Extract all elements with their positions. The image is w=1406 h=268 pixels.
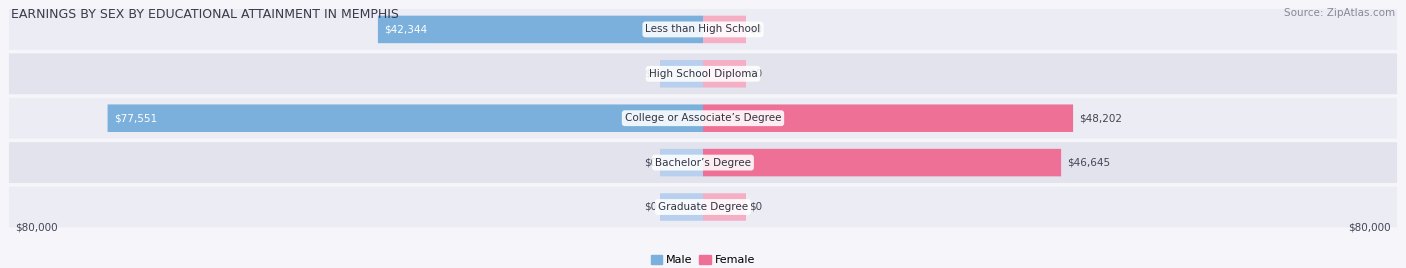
FancyBboxPatch shape <box>659 193 703 221</box>
Text: $0: $0 <box>644 202 657 212</box>
FancyBboxPatch shape <box>659 60 703 88</box>
FancyBboxPatch shape <box>108 105 703 132</box>
Text: Source: ZipAtlas.com: Source: ZipAtlas.com <box>1284 8 1395 18</box>
Text: $0: $0 <box>749 69 762 79</box>
Text: $0: $0 <box>644 69 657 79</box>
Legend: Male, Female: Male, Female <box>647 251 759 268</box>
FancyBboxPatch shape <box>703 16 747 43</box>
Text: $0: $0 <box>644 158 657 168</box>
FancyBboxPatch shape <box>703 149 1062 176</box>
FancyBboxPatch shape <box>703 105 1073 132</box>
FancyBboxPatch shape <box>378 16 703 43</box>
Text: $0: $0 <box>749 202 762 212</box>
Text: College or Associate’s Degree: College or Associate’s Degree <box>624 113 782 123</box>
FancyBboxPatch shape <box>703 193 747 221</box>
FancyBboxPatch shape <box>8 142 1398 183</box>
FancyBboxPatch shape <box>703 60 747 88</box>
FancyBboxPatch shape <box>8 187 1398 228</box>
Text: Bachelor’s Degree: Bachelor’s Degree <box>655 158 751 168</box>
FancyBboxPatch shape <box>8 98 1398 139</box>
Text: $42,344: $42,344 <box>384 24 427 34</box>
Text: Less than High School: Less than High School <box>645 24 761 34</box>
Text: $80,000: $80,000 <box>15 223 58 233</box>
FancyBboxPatch shape <box>8 9 1398 50</box>
Text: $46,645: $46,645 <box>1067 158 1111 168</box>
Text: EARNINGS BY SEX BY EDUCATIONAL ATTAINMENT IN MEMPHIS: EARNINGS BY SEX BY EDUCATIONAL ATTAINMEN… <box>11 8 399 21</box>
Text: $48,202: $48,202 <box>1080 113 1122 123</box>
Text: High School Diploma: High School Diploma <box>648 69 758 79</box>
FancyBboxPatch shape <box>8 53 1398 94</box>
Text: Graduate Degree: Graduate Degree <box>658 202 748 212</box>
FancyBboxPatch shape <box>659 149 703 176</box>
Text: $0: $0 <box>749 24 762 34</box>
Text: $77,551: $77,551 <box>114 113 157 123</box>
Text: $80,000: $80,000 <box>1348 223 1391 233</box>
